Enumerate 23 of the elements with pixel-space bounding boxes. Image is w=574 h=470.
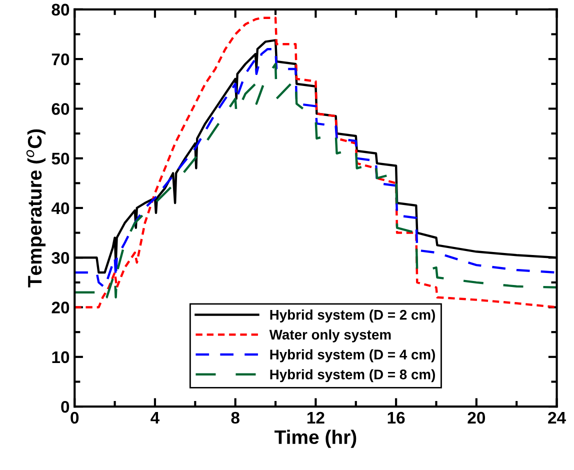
y-tick-label: 40 [51,202,70,214]
y-tick-label: 70 [52,53,70,66]
y-tick-label: 0 [61,400,70,413]
x-tick-label: 4 [150,412,160,424]
y-tick-label: 10 [52,351,70,364]
x-tick-label: 16 [388,412,405,424]
legend-label: Water only system [269,329,391,342]
y-tick-label: 60 [52,103,70,115]
y-tick-label: 50 [52,152,70,165]
line-series [74,16,557,308]
legend-label: Hybrid system (D = 4 cm) [270,349,435,362]
x-tick-label: 0 [70,412,79,424]
legend-label: Hybrid system (D = 2 cm) [270,310,435,322]
legend-label: Hybrid system (D = 8 cm) [270,369,435,382]
y-tick-label: 20 [52,302,70,314]
x-axis-title: Time (hr) [274,430,356,448]
x-tick-label: 20 [468,412,486,424]
y-tick-label: 30 [52,252,70,264]
x-tick-label: 12 [307,412,324,424]
y-tick-label: 80 [52,4,70,16]
x-tick-label: 8 [231,412,240,424]
x-tick-label: 24 [548,412,566,424]
y-axis-title: Temperature ($^{o}$C) [26,129,46,288]
